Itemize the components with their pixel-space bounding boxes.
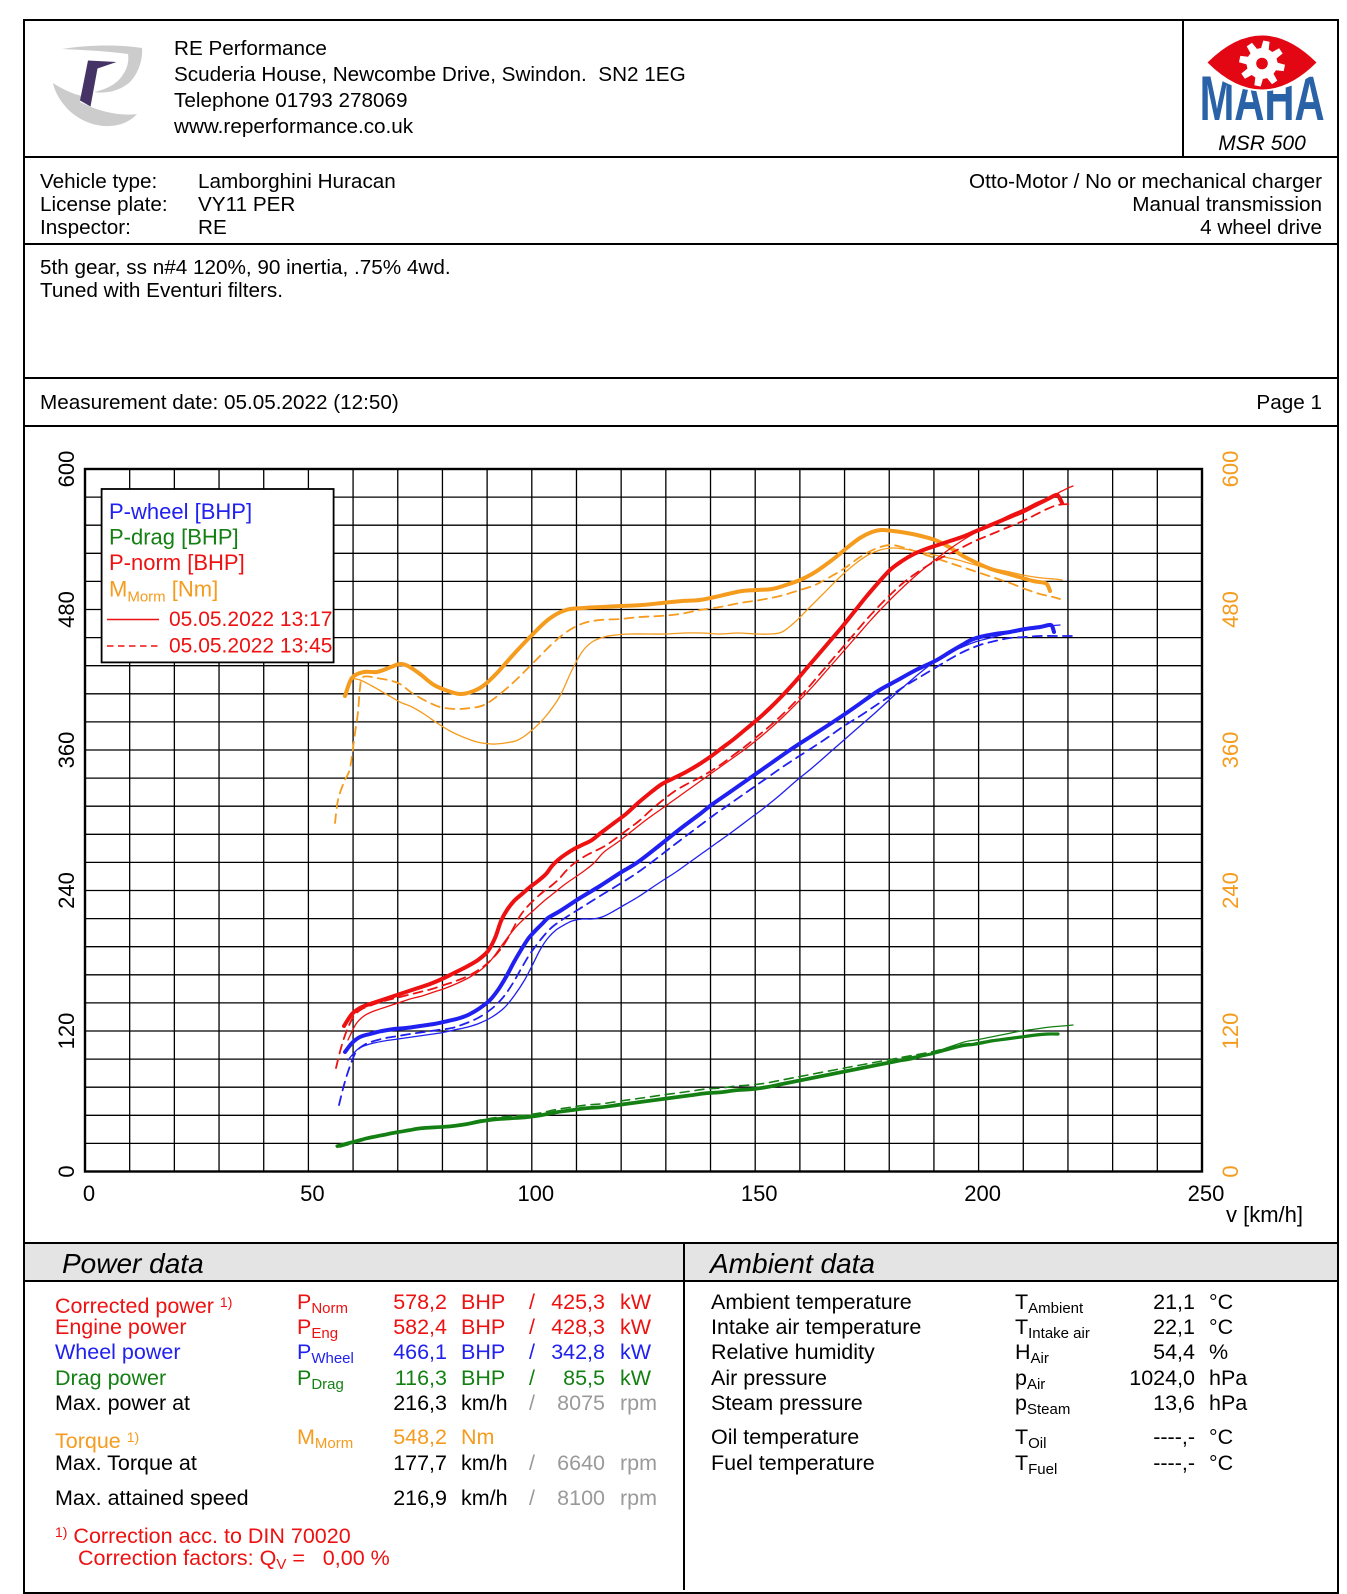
- svg-text:100: 100: [517, 1181, 554, 1206]
- svg-text:120: 120: [54, 1013, 79, 1050]
- svg-text:0: 0: [1218, 1165, 1243, 1177]
- svg-text:240: 240: [1218, 872, 1243, 909]
- svg-text:0: 0: [54, 1165, 79, 1177]
- svg-text:05.05.2022 13:45: 05.05.2022 13:45: [169, 635, 333, 658]
- svg-text:600: 600: [1218, 451, 1243, 488]
- svg-text:0: 0: [83, 1181, 95, 1206]
- svg-text:MSR 500: MSR 500: [1218, 132, 1306, 155]
- svg-text:v [km/h]: v [km/h]: [1226, 1202, 1303, 1227]
- svg-text:P-norm [BHP]: P-norm [BHP]: [109, 550, 245, 575]
- svg-text:150: 150: [741, 1181, 778, 1206]
- svg-text:240: 240: [54, 872, 79, 909]
- svg-text:360: 360: [1218, 732, 1243, 769]
- svg-text:50: 50: [300, 1181, 324, 1206]
- svg-text:250: 250: [1188, 1181, 1225, 1206]
- svg-text:600: 600: [54, 451, 79, 488]
- svg-text:120: 120: [1218, 1013, 1243, 1050]
- svg-text:360: 360: [54, 732, 79, 769]
- svg-text:P-drag [BHP]: P-drag [BHP]: [109, 525, 239, 550]
- svg-text:200: 200: [964, 1181, 1001, 1206]
- svg-text:05.05.2022 13:17: 05.05.2022 13:17: [169, 608, 333, 631]
- svg-text:P-wheel [BHP]: P-wheel [BHP]: [109, 499, 252, 524]
- svg-text:480: 480: [54, 591, 79, 628]
- svg-text:480: 480: [1218, 591, 1243, 628]
